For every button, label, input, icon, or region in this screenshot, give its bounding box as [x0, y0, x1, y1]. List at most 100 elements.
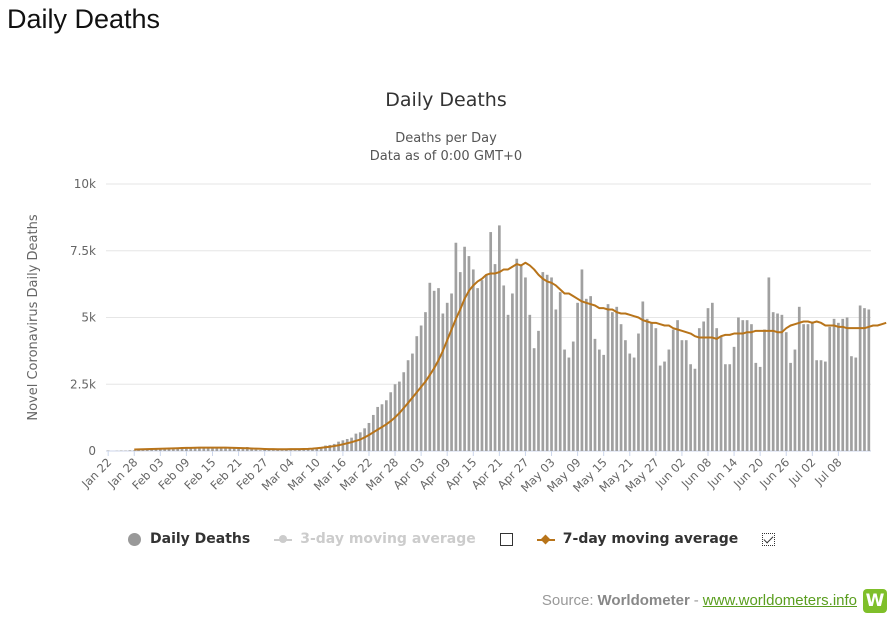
bar[interactable] — [689, 364, 692, 451]
bar[interactable] — [285, 449, 288, 451]
bar[interactable] — [824, 361, 827, 451]
bar[interactable] — [224, 447, 227, 451]
bar[interactable] — [258, 450, 262, 451]
bar[interactable] — [228, 447, 232, 451]
bar[interactable] — [715, 328, 719, 451]
bar[interactable] — [841, 318, 845, 451]
bar[interactable] — [237, 448, 240, 451]
bar[interactable] — [445, 302, 449, 451]
bar[interactable] — [385, 400, 388, 451]
bar[interactable] — [732, 346, 736, 451]
bar[interactable] — [571, 341, 575, 451]
bar[interactable] — [554, 309, 558, 451]
bar[interactable] — [241, 448, 245, 451]
bar[interactable] — [354, 433, 358, 451]
bar[interactable] — [637, 333, 640, 451]
bar[interactable] — [345, 438, 349, 451]
bar[interactable] — [298, 449, 301, 451]
bar[interactable] — [441, 313, 445, 452]
bar[interactable] — [758, 366, 762, 451]
bar[interactable] — [593, 338, 597, 451]
bar[interactable] — [650, 322, 653, 451]
line-series-7-day-average[interactable] — [134, 261, 887, 451]
bar[interactable] — [458, 272, 462, 451]
bar[interactable] — [724, 364, 727, 451]
bar[interactable] — [489, 232, 493, 451]
bar[interactable] — [358, 432, 362, 451]
bar[interactable] — [454, 242, 458, 451]
bar[interactable] — [254, 449, 258, 451]
bar[interactable] — [515, 258, 519, 451]
bar[interactable] — [402, 372, 406, 451]
checkbox-7-day-average[interactable] — [762, 532, 776, 546]
bar[interactable] — [815, 360, 819, 451]
bar[interactable] — [185, 448, 188, 451]
bar[interactable] — [193, 448, 197, 451]
bar[interactable] — [802, 324, 805, 451]
bar[interactable] — [602, 354, 606, 451]
bar[interactable] — [498, 225, 501, 451]
bar[interactable] — [537, 330, 540, 451]
bar[interactable] — [719, 336, 723, 451]
bar[interactable] — [467, 256, 471, 451]
bar[interactable] — [589, 296, 592, 451]
bar[interactable] — [293, 450, 297, 451]
bar[interactable] — [306, 449, 310, 451]
bar[interactable] — [680, 340, 684, 451]
bar[interactable] — [606, 304, 610, 451]
bar[interactable] — [267, 449, 271, 451]
bar[interactable] — [463, 246, 466, 451]
bar[interactable] — [219, 448, 223, 451]
bar[interactable] — [702, 321, 705, 452]
bar[interactable] — [624, 340, 627, 451]
bar[interactable] — [693, 368, 697, 451]
bar[interactable] — [676, 320, 679, 451]
bar[interactable] — [350, 437, 353, 451]
bar[interactable] — [806, 324, 810, 451]
bar[interactable] — [832, 318, 836, 451]
bar[interactable] — [519, 265, 523, 451]
bar[interactable] — [211, 447, 214, 451]
bar[interactable] — [198, 447, 201, 451]
bar[interactable] — [337, 441, 340, 451]
bar[interactable] — [793, 349, 797, 451]
bar[interactable] — [850, 356, 853, 451]
bar[interactable] — [432, 290, 436, 451]
bar[interactable] — [480, 280, 484, 451]
bar[interactable] — [567, 357, 571, 451]
bar[interactable] — [511, 293, 514, 451]
bar[interactable] — [654, 328, 658, 451]
legend-item-3-day-average[interactable]: 3-day moving average — [274, 531, 476, 547]
legend-item-daily-deaths[interactable]: Daily Deaths — [128, 531, 250, 547]
bar[interactable] — [145, 449, 149, 451]
bar[interactable] — [180, 448, 184, 451]
bar[interactable] — [189, 448, 193, 451]
bar[interactable] — [437, 288, 440, 451]
bar[interactable] — [128, 450, 132, 451]
bar[interactable] — [250, 449, 253, 451]
source-link[interactable]: www.worldometers.info — [702, 592, 857, 609]
bar[interactable] — [493, 264, 497, 451]
bar[interactable] — [706, 308, 710, 451]
bar[interactable] — [158, 449, 162, 451]
bar[interactable] — [263, 449, 266, 451]
bar[interactable] — [319, 447, 323, 451]
bar[interactable] — [745, 320, 749, 451]
bar[interactable] — [797, 306, 801, 451]
bar[interactable] — [754, 362, 758, 451]
bar[interactable] — [867, 309, 871, 451]
bar[interactable] — [780, 314, 784, 451]
bar[interactable] — [341, 440, 345, 451]
bar[interactable] — [819, 360, 823, 451]
bar[interactable] — [332, 443, 336, 451]
bar[interactable] — [206, 447, 210, 451]
bar[interactable] — [741, 320, 745, 451]
bar[interactable] — [167, 449, 171, 451]
bar[interactable] — [771, 312, 775, 451]
bar[interactable] — [728, 364, 732, 451]
bar[interactable] — [863, 308, 866, 451]
bar[interactable] — [541, 272, 545, 451]
bar[interactable] — [697, 328, 701, 451]
legend-item-7-day-average[interactable]: 7-day moving average — [536, 531, 738, 547]
checkbox-3-day-average[interactable] — [499, 532, 513, 546]
